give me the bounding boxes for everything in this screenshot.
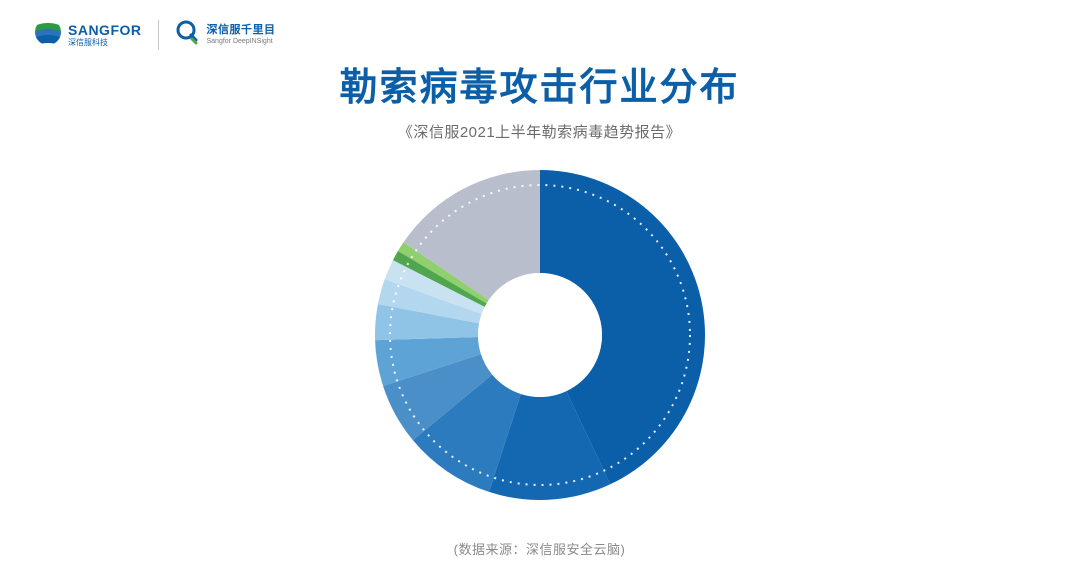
page-title: 勒索病毒攻击行业分布: [0, 56, 1079, 111]
donut-hole: [478, 273, 602, 397]
logo-sangfor-main: SANGFOR: [68, 23, 142, 37]
page: SANGFOR 深信服科技 深信服千里目 Sangfor DeepINSight…: [0, 0, 1079, 584]
deepinsight-logo-icon: [175, 19, 201, 50]
title-block: 勒索病毒攻击行业分布 《深信服2021上半年勒索病毒趋势报告》: [0, 56, 1079, 142]
logo-deepinsight-sub: Sangfor DeepINSight: [207, 38, 276, 45]
page-subtitle: 《深信服2021上半年勒索病毒趋势报告》: [0, 121, 1079, 142]
chart-container: [0, 170, 1079, 500]
logo-sangfor: SANGFOR 深信服科技: [34, 18, 142, 51]
footer-note: (数据来源：深信服安全云脑): [0, 539, 1079, 558]
logo-deepinsight-main: 深信服千里目: [207, 25, 276, 36]
logo-divider: [158, 20, 159, 50]
logo-deepinsight: 深信服千里目 Sangfor DeepINSight: [175, 19, 276, 50]
sangfor-logo-icon: [34, 18, 62, 51]
donut-chart: [375, 170, 705, 500]
logo-bar: SANGFOR 深信服科技 深信服千里目 Sangfor DeepINSight: [34, 18, 276, 51]
logo-sangfor-sub: 深信服科技: [68, 39, 142, 47]
